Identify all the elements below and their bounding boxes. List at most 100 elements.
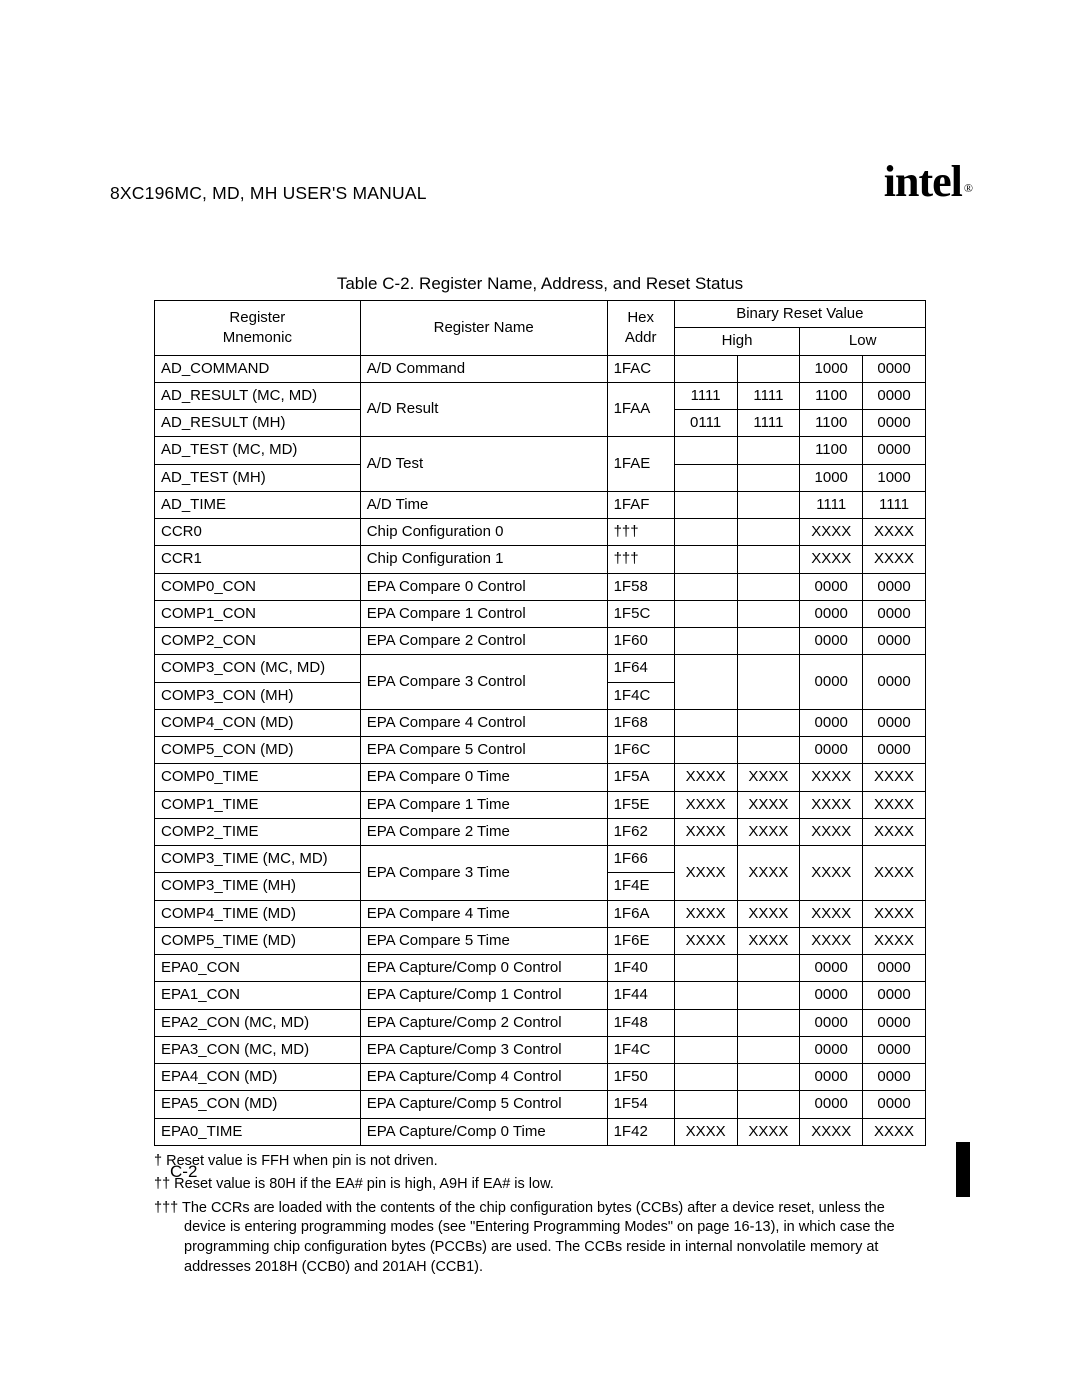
cell-value: XXXX: [674, 818, 737, 845]
cell-name: A/D Result: [360, 382, 607, 437]
table-row: COMP5_CON (MD)EPA Compare 5 Control1F6C0…: [155, 737, 926, 764]
cell-value: 0000: [800, 1036, 863, 1063]
cell-addr: 1F66: [607, 846, 674, 873]
cell-mnemonic: EPA0_CON: [155, 955, 361, 982]
cell-value: 0000: [863, 709, 926, 736]
th-brv: Binary Reset Value: [674, 301, 925, 328]
cell-value: [674, 982, 737, 1009]
cell-mnemonic: COMP3_TIME (MH): [155, 873, 361, 900]
table-row: COMP4_TIME (MD)EPA Compare 4 Time1F6AXXX…: [155, 900, 926, 927]
cell-value: XXXX: [737, 791, 800, 818]
table-row: EPA3_CON (MC, MD)EPA Capture/Comp 3 Cont…: [155, 1036, 926, 1063]
cell-value: XXXX: [800, 1118, 863, 1145]
th-mnemonic: Register Mnemonic: [155, 301, 361, 356]
table-row: EPA2_CON (MC, MD)EPA Capture/Comp 2 Cont…: [155, 1009, 926, 1036]
cell-value: 0000: [863, 573, 926, 600]
cell-value: 1100: [800, 410, 863, 437]
cell-value: XXXX: [737, 927, 800, 954]
cell-name: EPA Compare 1 Control: [360, 600, 607, 627]
table-row: COMP4_CON (MD)EPA Compare 4 Control1F680…: [155, 709, 926, 736]
cell-value: XXXX: [674, 791, 737, 818]
table-row: COMP2_TIMEEPA Compare 2 Time1F62XXXXXXXX…: [155, 818, 926, 845]
th-high: High: [674, 328, 800, 355]
cell-value: 0000: [863, 1036, 926, 1063]
cell-value: XXXX: [674, 846, 737, 901]
cell-addr: 1FAC: [607, 355, 674, 382]
cell-addr: 1F4E: [607, 873, 674, 900]
cell-value: 0000: [863, 982, 926, 1009]
cell-value: XXXX: [800, 846, 863, 901]
cell-mnemonic: COMP4_CON (MD): [155, 709, 361, 736]
cell-value: 0000: [863, 600, 926, 627]
table-row: COMP3_CON (MC, MD)EPA Compare 3 Control1…: [155, 655, 926, 682]
table-body: AD_COMMANDA/D Command1FAC10000000AD_RESU…: [155, 355, 926, 1145]
cell-addr: 1F64: [607, 655, 674, 682]
cell-value: XXXX: [863, 1118, 926, 1145]
table-row: AD_COMMANDA/D Command1FAC10000000: [155, 355, 926, 382]
cell-mnemonic: EPA1_CON: [155, 982, 361, 1009]
cell-value: 0000: [800, 737, 863, 764]
cell-name: EPA Capture/Comp 0 Time: [360, 1118, 607, 1145]
page-header: 8XC196MC, MD, MH USER'S MANUAL intel®: [110, 160, 970, 204]
cell-value: [737, 1064, 800, 1091]
cell-mnemonic: EPA3_CON (MC, MD): [155, 1036, 361, 1063]
table-row: CCR0Chip Configuration 0†††XXXXXXXX: [155, 519, 926, 546]
cell-value: [674, 1064, 737, 1091]
cell-addr: 1F60: [607, 628, 674, 655]
cell-value: [737, 955, 800, 982]
cell-value: [737, 491, 800, 518]
cell-value: XXXX: [674, 764, 737, 791]
cell-name: EPA Capture/Comp 2 Control: [360, 1009, 607, 1036]
cell-value: XXXX: [737, 764, 800, 791]
cell-value: XXXX: [800, 900, 863, 927]
cell-mnemonic: EPA0_TIME: [155, 1118, 361, 1145]
cell-value: XXXX: [737, 900, 800, 927]
table-head: Register Mnemonic Register Name Hex Addr…: [155, 301, 926, 356]
cell-addr: 1F5E: [607, 791, 674, 818]
cell-mnemonic: CCR1: [155, 546, 361, 573]
th-low: Low: [800, 328, 926, 355]
cell-value: [674, 655, 737, 710]
cell-value: [737, 655, 800, 710]
cell-name: EPA Compare 3 Time: [360, 846, 607, 901]
document-title: 8XC196MC, MD, MH USER'S MANUAL: [110, 183, 427, 204]
cell-value: 0000: [863, 955, 926, 982]
cell-value: 0000: [863, 437, 926, 464]
cell-value: 0000: [863, 382, 926, 409]
cell-value: [674, 1009, 737, 1036]
side-tab-mark: [956, 1142, 970, 1197]
cell-addr: 1F5C: [607, 600, 674, 627]
cell-value: XXXX: [674, 1118, 737, 1145]
logo-text: intel: [884, 157, 962, 206]
th-addr-text: Hex Addr: [625, 309, 657, 346]
cell-addr: 1F68: [607, 709, 674, 736]
cell-addr: 1F4C: [607, 1036, 674, 1063]
cell-name: EPA Compare 3 Control: [360, 655, 607, 710]
cell-name: EPA Capture/Comp 5 Control: [360, 1091, 607, 1118]
cell-value: 1111: [737, 410, 800, 437]
cell-value: 1111: [674, 382, 737, 409]
cell-mnemonic: EPA4_CON (MD): [155, 1064, 361, 1091]
table-row: CCR1Chip Configuration 1†††XXXXXXXX: [155, 546, 926, 573]
th-name: Register Name: [360, 301, 607, 356]
cell-value: [674, 519, 737, 546]
cell-addr: †††: [607, 546, 674, 573]
cell-value: 0000: [863, 355, 926, 382]
cell-value: 1000: [800, 355, 863, 382]
cell-value: [737, 355, 800, 382]
cell-value: 1100: [800, 382, 863, 409]
logo-mark: ®: [964, 181, 972, 195]
cell-addr: 1F54: [607, 1091, 674, 1118]
cell-value: 0000: [863, 1064, 926, 1091]
cell-mnemonic: AD_TIME: [155, 491, 361, 518]
table-row: EPA4_CON (MD)EPA Capture/Comp 4 Control1…: [155, 1064, 926, 1091]
cell-value: 1000: [863, 464, 926, 491]
cell-name: EPA Compare 4 Time: [360, 900, 607, 927]
cell-value: 1100: [800, 437, 863, 464]
cell-mnemonic: COMP2_CON: [155, 628, 361, 655]
cell-value: [737, 628, 800, 655]
cell-value: XXXX: [800, 791, 863, 818]
cell-mnemonic: COMP1_TIME: [155, 791, 361, 818]
cell-addr: 1F4C: [607, 682, 674, 709]
cell-mnemonic: EPA2_CON (MC, MD): [155, 1009, 361, 1036]
